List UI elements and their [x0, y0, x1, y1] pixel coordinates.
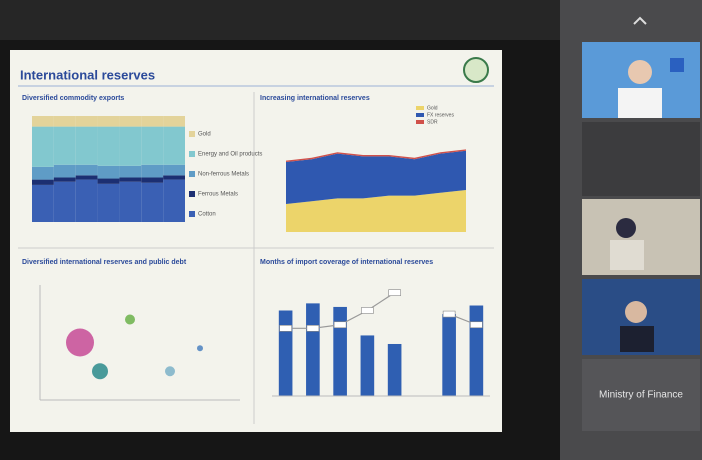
- legend-swatch: [189, 131, 195, 137]
- logo: [670, 58, 684, 72]
- line-point: [361, 308, 373, 314]
- legend-label: Cotton: [198, 212, 216, 218]
- legend-label: Non-ferrous Metals: [198, 172, 249, 178]
- line-point: [389, 290, 401, 296]
- bar-segment: [163, 175, 185, 179]
- bar-segment: [32, 167, 54, 180]
- line-point: [443, 311, 455, 317]
- legend-swatch: [189, 171, 195, 177]
- bar-segment: [98, 184, 120, 222]
- bar-segment: [119, 177, 141, 181]
- screen: Ministry of Finance International reserv…: [0, 0, 702, 460]
- legend-swatch: [416, 120, 424, 124]
- bubble: [197, 345, 203, 351]
- line-point: [280, 325, 292, 331]
- person: [616, 218, 636, 238]
- bar-segment: [76, 165, 98, 176]
- bar-segment: [141, 183, 163, 222]
- bar-segment: [141, 177, 163, 182]
- bar-segment: [54, 127, 76, 165]
- person: [628, 60, 652, 84]
- bar-segment: [119, 127, 141, 166]
- bar-segment: [119, 182, 141, 222]
- bubble: [92, 363, 108, 379]
- panel-title: Diversified commodity exports: [22, 95, 124, 102]
- bar-segment: [32, 180, 54, 185]
- bar-segment: [98, 179, 120, 184]
- bubble: [66, 329, 94, 357]
- bar: [279, 311, 293, 397]
- slide-title: International reserves: [20, 67, 155, 82]
- legend-label: SDR: [427, 119, 438, 125]
- bar-segment: [32, 116, 54, 127]
- legend-label: Gold: [427, 105, 438, 111]
- person: [620, 326, 654, 352]
- bar-segment: [163, 127, 185, 165]
- line-point: [334, 322, 346, 328]
- bar-segment: [76, 175, 98, 179]
- legend-swatch: [416, 113, 424, 117]
- panel-title: Increasing international reserves: [260, 95, 370, 102]
- bar-segment: [163, 180, 185, 222]
- bubble: [165, 366, 175, 376]
- bar: [333, 307, 347, 396]
- bar: [306, 303, 320, 396]
- legend-label: Energy and Oil products: [198, 152, 262, 158]
- bar-segment: [141, 127, 163, 165]
- legend-swatch: [189, 191, 195, 197]
- legend-label: Gold: [198, 132, 211, 138]
- bar-segment: [141, 116, 163, 127]
- line-point: [470, 322, 482, 328]
- bar: [442, 314, 456, 396]
- bar-segment: [98, 166, 120, 179]
- emblem: [464, 58, 488, 82]
- bar-segment: [32, 185, 54, 222]
- panel-title: Months of import coverage of internation…: [260, 259, 433, 266]
- bar-segment: [163, 116, 185, 127]
- panel-title: Diversified international reserves and p…: [22, 259, 187, 266]
- bar-segment: [32, 127, 54, 167]
- tile-caption: Ministry of Finance: [599, 390, 683, 401]
- legend-swatch: [189, 211, 195, 217]
- bar: [388, 344, 402, 396]
- bar-segment: [141, 165, 163, 178]
- legend-swatch: [189, 151, 195, 157]
- bar-segment: [76, 116, 98, 127]
- bar-segment: [76, 127, 98, 165]
- bar-segment: [119, 166, 141, 178]
- legend-label: Ferrous Metals: [198, 192, 238, 198]
- bar-segment: [76, 180, 98, 222]
- person: [610, 240, 644, 270]
- bar-segment: [119, 116, 141, 127]
- bar: [470, 306, 484, 396]
- bar-segment: [98, 127, 120, 166]
- bar-segment: [54, 177, 76, 181]
- legend-swatch: [416, 106, 424, 110]
- bar: [361, 335, 375, 396]
- bar-segment: [54, 165, 76, 178]
- bar-segment: [54, 182, 76, 222]
- bubble: [125, 315, 135, 325]
- person: [625, 301, 647, 323]
- bar-segment: [163, 165, 185, 176]
- page: {"slide": { "title": "International rese…: [0, 0, 702, 460]
- line-point: [307, 325, 319, 331]
- top-bar: [0, 0, 560, 40]
- bar-segment: [54, 116, 76, 127]
- video-tile[interactable]: [582, 122, 700, 196]
- bar-segment: [98, 116, 120, 127]
- legend-label: FX reserves: [427, 112, 454, 118]
- person: [618, 88, 662, 118]
